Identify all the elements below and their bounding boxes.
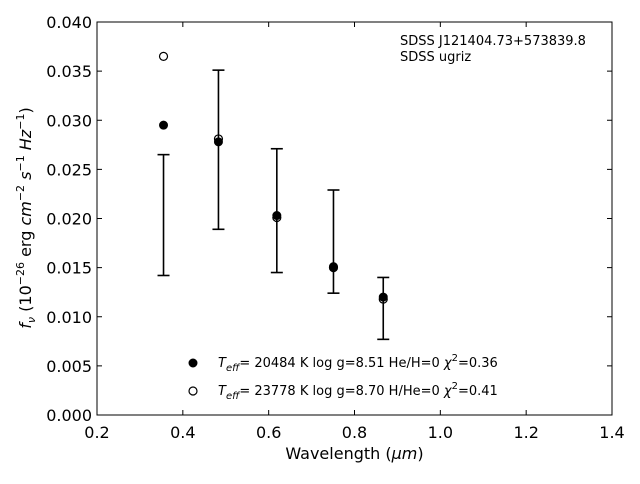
x-axis-label: Wavelength (μm) [285,444,423,463]
x-tick-label: 0.2 [84,423,109,442]
legend-entry-2: Teff= 23778 K log g=8.70 H/He=0 χ2=0.41 [218,381,498,402]
data-point-open [378,294,388,304]
x-tick-label: 1.0 [428,423,453,442]
y-tick-label: 0.025 [46,160,92,179]
y-axis-label: fν (10−26 erg cm−2 s−1 Hz−1) [14,107,38,328]
data-point-open [272,212,282,223]
legend: Teff= 20484 K log g=8.51 He/H=0 χ2=0.36 … [188,353,498,402]
annotation-line-2: SDSS ugriz [400,50,471,65]
y-tick-label: 0.040 [46,13,92,32]
x-tick-label: 1.4 [599,423,624,442]
x-tick-label: 0.6 [256,423,281,442]
legend-entry-1: Teff= 20484 K log g=8.51 He/H=0 χ2=0.36 [218,353,498,374]
data-point-open [328,263,339,273]
markers [158,51,388,304]
y-tick-label: 0.005 [46,357,92,376]
y-tick-label: 0.020 [46,210,92,229]
error-bars [157,69,390,341]
y-tick-label: 0.010 [46,308,92,327]
ticks: 0.2 0.4 0.6 0.8 1.0 1.2 1.4 0.000 0.005 0.010 0.01… [46,13,625,442]
y-tick-label: 0.015 [46,259,92,278]
y-tick-label: 0.030 [46,111,92,130]
legend-marker-open [188,386,198,396]
x-tick-label: 0.4 [170,423,195,442]
data-point-filled [213,137,223,147]
x-tick-label: 0.8 [342,423,367,442]
y-tick-label: 0.035 [46,62,92,81]
annotation-line-1: SDSS J121404.73+573839.8 [400,34,586,49]
legend-marker-filled [188,358,198,368]
data-point-open [213,134,224,144]
data-point-filled [159,120,169,130]
data-point-open [158,51,169,61]
y-tick-label: 0.000 [46,406,92,425]
x-tick-label: 1.2 [513,423,538,442]
